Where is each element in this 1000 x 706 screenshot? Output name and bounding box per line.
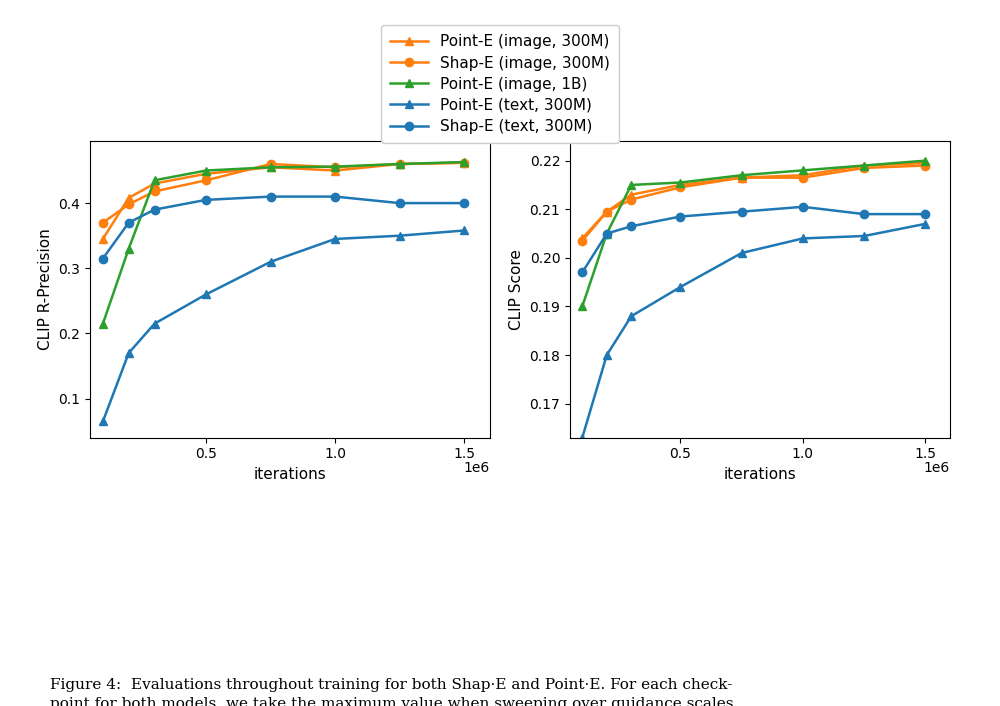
Text: Figure 4:  Evaluations throughout training for both Shap·E and Point·E. For each: Figure 4: Evaluations throughout trainin…: [50, 678, 734, 706]
X-axis label: iterations: iterations: [254, 467, 326, 482]
Y-axis label: CLIP Score: CLIP Score: [509, 249, 524, 330]
Y-axis label: CLIP R-Precision: CLIP R-Precision: [38, 229, 53, 350]
Text: 1e6: 1e6: [924, 462, 950, 475]
X-axis label: iterations: iterations: [724, 467, 796, 482]
Legend: Point-E (image, 300M), Shap-E (image, 300M), Point-E (image, 1B), Point-E (text,: Point-E (image, 300M), Shap-E (image, 30…: [381, 25, 619, 143]
Text: 1e6: 1e6: [464, 462, 490, 475]
